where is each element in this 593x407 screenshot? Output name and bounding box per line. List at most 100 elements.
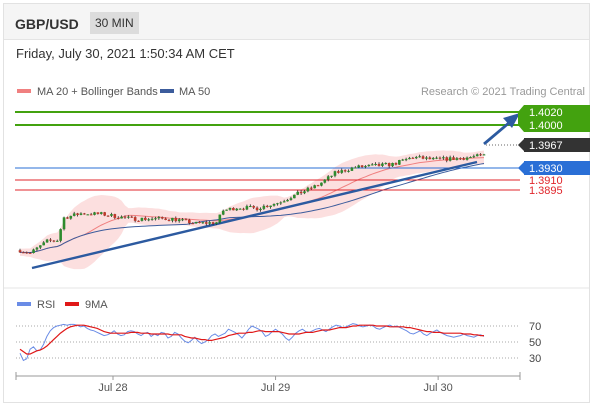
candle-body <box>408 157 411 160</box>
legend-swatch-ma50 <box>160 89 174 93</box>
x-tick-label: Jul 28 <box>98 382 127 394</box>
candle-body <box>52 240 56 242</box>
candle-body <box>357 165 360 168</box>
candle-body <box>462 158 465 160</box>
candle-body <box>39 245 42 248</box>
candle-body <box>259 208 262 211</box>
candle-body <box>120 216 123 219</box>
candle-body <box>370 164 374 166</box>
candle-body <box>147 219 151 221</box>
candle-body <box>401 159 405 161</box>
instrument-name: GBP/USD <box>15 16 79 32</box>
candle-body <box>22 252 25 254</box>
candle-body <box>286 199 289 202</box>
candle-body <box>394 162 398 165</box>
candle-body <box>45 239 49 243</box>
candle-body <box>144 217 147 220</box>
timeframe-badge[interactable]: 30 MIN <box>90 12 139 34</box>
candle-body <box>123 216 127 218</box>
level-badge-pointer <box>518 139 524 151</box>
candle-body <box>269 205 272 207</box>
candle-body <box>326 176 330 180</box>
level-label: 1.3930 <box>529 163 563 175</box>
candle-body <box>204 222 208 224</box>
candle-body <box>89 214 93 216</box>
candle-body <box>18 250 22 253</box>
candle-body <box>252 206 255 208</box>
candle-body <box>384 163 388 165</box>
candle-body <box>452 157 455 160</box>
level-badge <box>524 118 590 132</box>
candle-body <box>76 213 79 215</box>
candle-body <box>174 217 178 222</box>
legend-swatch-rsi <box>17 302 31 306</box>
level-label: 1.4000 <box>529 120 563 132</box>
candle-body <box>79 213 83 215</box>
candle-body <box>32 249 35 254</box>
candle-body <box>431 158 435 160</box>
candle-body <box>198 221 201 223</box>
candle-body <box>289 198 293 200</box>
candle-body <box>99 212 103 214</box>
x-tick-label: Jul 29 <box>261 382 290 394</box>
candle-body <box>188 219 191 224</box>
trend-arrow-shaft <box>483 120 511 146</box>
candle-body <box>374 163 377 165</box>
candle-body <box>330 175 333 177</box>
candle-body <box>255 207 259 211</box>
candle-body <box>106 215 110 217</box>
candle-body <box>303 191 306 194</box>
candle-body <box>337 171 340 173</box>
rsi-line <box>19 323 485 362</box>
candle-body <box>458 158 462 160</box>
candle-body <box>154 218 157 220</box>
candle-body <box>245 206 249 210</box>
candle-body <box>421 156 425 159</box>
candle-body <box>62 217 66 230</box>
candle-body <box>272 204 276 206</box>
timestamp: Friday, July 30, 2021 1:50:34 AM CET <box>16 46 235 61</box>
candle-body <box>28 252 32 254</box>
candle-body <box>442 157 445 159</box>
candle-body <box>218 214 222 223</box>
candle-body <box>472 156 476 158</box>
candle-body <box>69 215 73 219</box>
candle-body <box>55 240 59 242</box>
candle-body <box>83 213 86 215</box>
candle-body <box>164 218 167 220</box>
candle-body <box>194 221 198 224</box>
candle-body <box>96 212 100 214</box>
research-credit: Research © 2021 Trading Central <box>421 86 585 98</box>
candle-body <box>208 222 211 224</box>
candle-body <box>249 206 252 208</box>
candle-body <box>116 217 120 219</box>
candle-body <box>414 157 418 159</box>
candle-body <box>411 157 415 159</box>
candle-body <box>425 157 428 159</box>
candle-body <box>418 156 421 158</box>
rsi-tick-label: 70 <box>529 321 541 333</box>
candle-body <box>171 217 174 221</box>
candle-body <box>306 187 310 192</box>
candle-body <box>299 191 303 194</box>
candle-body <box>191 223 195 225</box>
candle-body <box>469 157 472 159</box>
candle-body <box>150 218 154 220</box>
candle-body <box>381 163 384 166</box>
rsi-9ma-line <box>19 324 484 355</box>
candle-body <box>353 167 357 169</box>
candle-body <box>72 213 76 216</box>
candle-body <box>93 212 96 215</box>
candle-body <box>215 222 218 224</box>
trend-arrow-head <box>503 113 520 128</box>
legend-label-9ma: 9MA <box>85 299 108 311</box>
level-badge <box>524 161 590 175</box>
candle-body <box>343 170 347 172</box>
candle-body <box>127 216 130 218</box>
candle-body <box>167 219 171 221</box>
candle-body <box>398 160 401 165</box>
candle-body <box>221 210 225 215</box>
candle-body <box>364 166 367 168</box>
candle-body <box>438 157 442 159</box>
